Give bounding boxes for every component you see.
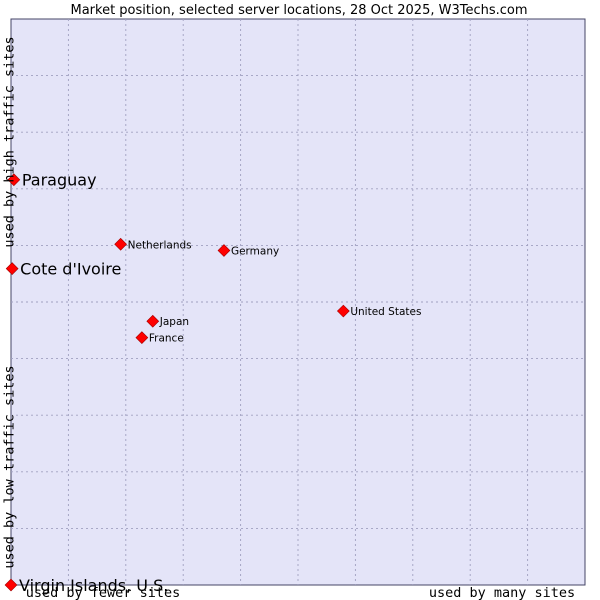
chart-title: Market position, selected server locatio… [70,3,527,18]
point-label-france: France [149,333,184,345]
x-axis-low-label: used by fewer sites [26,585,180,600]
point-label-virgin-islands-u-s: Virgin Islands, U.S. [19,576,168,595]
point-marker-japan [146,314,160,328]
point-marker-france [135,331,149,345]
point-label-netherlands: Netherlands [128,239,192,251]
point-label-united-states: United States [350,306,421,318]
y-axis-high-label: used by high traffic sites [2,36,18,247]
point-marker-united-states [336,304,350,318]
point-marker-paraguay [7,173,21,187]
point-marker-netherlands [114,237,127,251]
grid-lines [11,19,585,585]
point-marker-cote-d-ivoire [5,262,19,275]
point-label-japan: Japan [159,316,189,328]
data-points: Paraguay Cote d'Ivoire Virgin Islands, U.S… [4,171,421,595]
y-axis-low-label: used by low traffic sites [2,365,18,568]
point-marker-germany [217,244,231,257]
point-label-paraguay: Paraguay [22,171,97,190]
point-label-cote-d-ivoire: Cote d'Ivoire [20,260,121,279]
point-label-germany: Germany [231,245,279,257]
x-axis-high-label: used by many sites [429,585,575,600]
point-marker-virgin-islands-u-s [4,578,18,592]
